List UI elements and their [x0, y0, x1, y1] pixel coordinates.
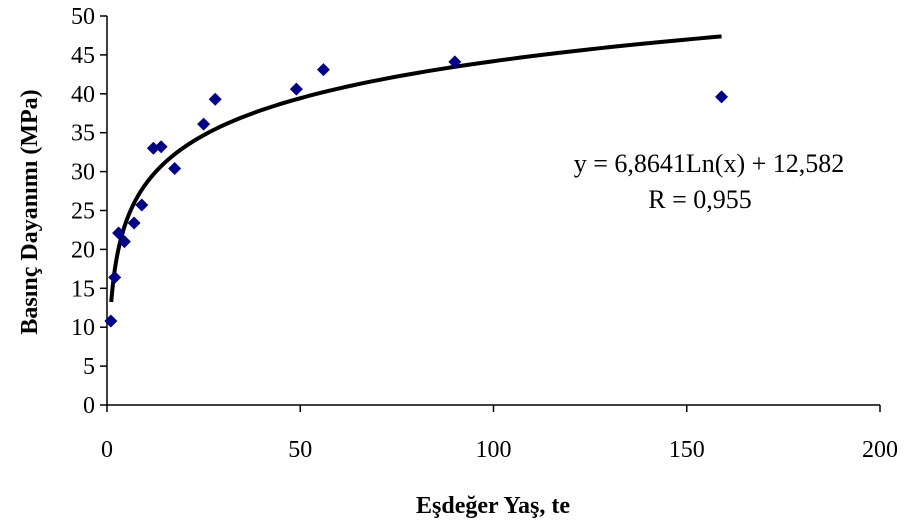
data-point: [289, 82, 303, 96]
x-tick-label: 0: [101, 437, 113, 463]
data-point: [715, 90, 729, 104]
data-points: [104, 55, 729, 328]
data-point: [112, 226, 126, 240]
y-tick-label: 15: [71, 276, 95, 302]
y-tick-label: 25: [71, 199, 95, 225]
x-tick-label: 150: [669, 437, 705, 463]
x-tick-label: 50: [288, 437, 312, 463]
data-point: [316, 63, 330, 77]
y-tick-label: 45: [71, 43, 95, 69]
data-point: [154, 140, 168, 154]
data-point: [448, 55, 462, 69]
tick-labels: 0 5 10 15 20 25 30 35 40 45 50 0 50 100 150 200: [71, 4, 898, 463]
data-point: [197, 117, 211, 131]
data-point: [135, 198, 149, 212]
y-tick-label: 40: [71, 82, 95, 108]
data-point: [104, 314, 118, 328]
y-tick-label: 0: [83, 393, 95, 419]
data-point: [208, 92, 222, 106]
y-tick-label: 10: [71, 315, 95, 341]
x-tick-label: 200: [862, 437, 898, 463]
trendline-equation: y = 6,8641Ln(x) + 12,582: [574, 149, 845, 178]
y-tick-label: 35: [71, 121, 95, 147]
x-tick-label: 100: [476, 437, 512, 463]
y-tick-label: 30: [71, 160, 95, 186]
data-point: [117, 235, 131, 249]
data-point: [108, 270, 122, 284]
x-axis-title: Eşdeğer Yaş, te: [416, 493, 570, 519]
y-tick-label: 5: [83, 354, 95, 380]
y-tick-label: 50: [71, 4, 95, 30]
y-tick-label: 20: [71, 237, 95, 263]
data-point: [127, 216, 141, 230]
axes: [100, 15, 881, 412]
trendline: [109, 34, 722, 303]
data-point: [168, 161, 182, 175]
y-axis-title: Basınç Dayanımı (MPa): [17, 89, 43, 334]
r-value: R = 0,955: [648, 185, 752, 214]
